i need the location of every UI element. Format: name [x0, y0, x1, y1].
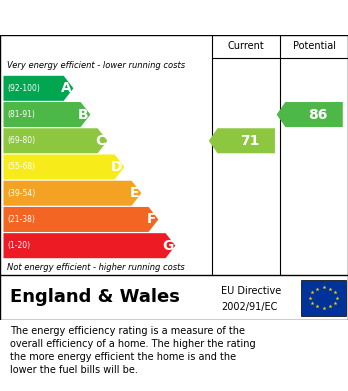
Text: 86: 86: [308, 108, 327, 122]
Text: Potential: Potential: [293, 41, 335, 51]
Text: (92-100): (92-100): [7, 84, 40, 93]
Polygon shape: [3, 154, 124, 179]
Text: (69-80): (69-80): [7, 136, 35, 145]
Text: The energy efficiency rating is a measure of the
overall efficiency of a home. T: The energy efficiency rating is a measur…: [10, 326, 256, 375]
Text: (81-91): (81-91): [7, 110, 35, 119]
Text: A: A: [61, 81, 72, 95]
Text: Current: Current: [228, 41, 264, 51]
Text: (21-38): (21-38): [7, 215, 35, 224]
Text: (1-20): (1-20): [7, 241, 30, 250]
Polygon shape: [3, 102, 90, 127]
Text: 2002/91/EC: 2002/91/EC: [221, 302, 277, 312]
Polygon shape: [3, 76, 73, 101]
Bar: [301, 280, 346, 316]
Polygon shape: [3, 181, 141, 206]
Polygon shape: [209, 128, 275, 153]
Text: E: E: [130, 186, 140, 200]
Text: Not energy efficient - higher running costs: Not energy efficient - higher running co…: [7, 263, 185, 272]
Polygon shape: [3, 207, 158, 232]
Text: D: D: [111, 160, 122, 174]
Text: F: F: [147, 212, 157, 226]
Polygon shape: [277, 102, 343, 127]
Text: EU Directive: EU Directive: [221, 286, 281, 296]
Text: C: C: [95, 134, 106, 148]
Text: G: G: [162, 239, 174, 253]
Text: Energy Efficiency Rating: Energy Efficiency Rating: [10, 10, 220, 25]
Text: 71: 71: [240, 134, 259, 148]
Text: B: B: [78, 108, 89, 122]
Text: Very energy efficient - lower running costs: Very energy efficient - lower running co…: [7, 61, 185, 70]
Text: (55-68): (55-68): [7, 163, 35, 172]
Polygon shape: [3, 128, 108, 153]
Text: England & Wales: England & Wales: [10, 289, 180, 307]
Text: (39-54): (39-54): [7, 189, 35, 198]
Polygon shape: [3, 233, 175, 258]
